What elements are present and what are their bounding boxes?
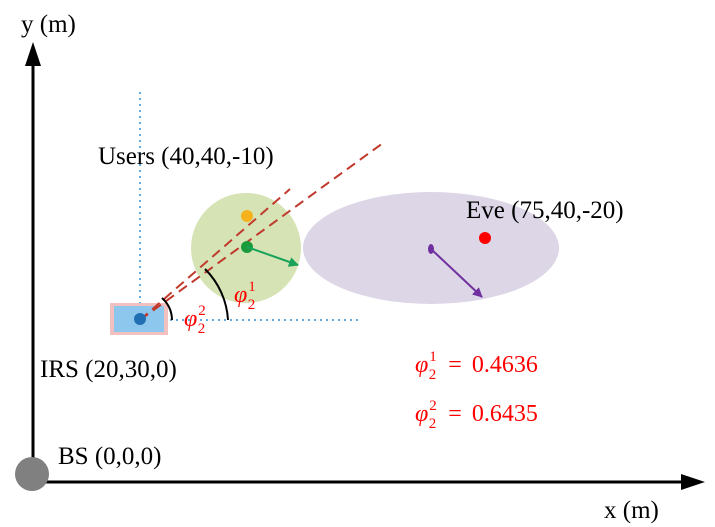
y-axis-label: y (m) — [21, 11, 76, 38]
bs-label: BS (0,0,0) — [58, 443, 161, 470]
eve-dot — [479, 232, 491, 244]
axes: y (m) x (m) — [21, 11, 705, 524]
equation-phi1: φ1 2 = 0.4636 — [415, 349, 538, 383]
eve-label: Eve (75,40,-20) — [466, 197, 624, 224]
beam-line-upper — [139, 142, 384, 321]
user1-dot — [241, 210, 253, 222]
x-axis-arrowhead — [681, 474, 705, 490]
angle-arc-phi1 — [204, 268, 229, 321]
users-label: Users (40,40,-10) — [98, 143, 274, 170]
beam-line-lower — [139, 188, 291, 321]
user-vector-arrow — [246, 246, 299, 267]
equation-phi2: φ2 2 = 0.6435 — [415, 398, 538, 432]
phi2-angle-label: φ2 2 — [184, 303, 206, 337]
angle-arc-phi2 — [161, 297, 173, 321]
irs-label: IRS (20,30,0) — [40, 356, 177, 383]
eve-vector-arrow — [430, 248, 483, 298]
phi1-angle-label: φ1 2 — [234, 279, 256, 313]
y-axis-arrowhead — [25, 42, 41, 66]
bs-node — [15, 457, 49, 491]
irs-dot — [134, 313, 146, 325]
x-axis-label: x (m) — [604, 497, 659, 524]
